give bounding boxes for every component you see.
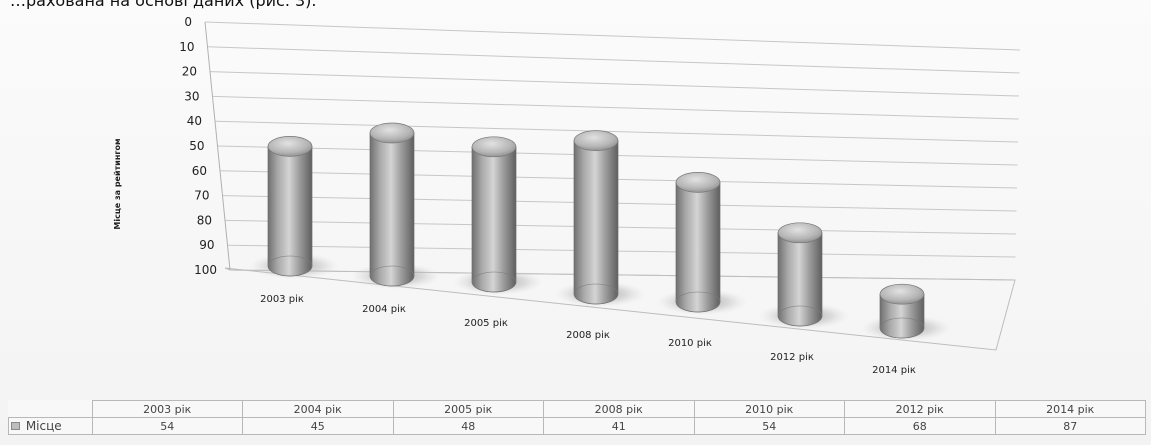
cylinder-bottom [369, 265, 415, 287]
horizontal-gridline [219, 170, 1018, 189]
y-tick-label: 70 [194, 189, 209, 203]
data-table-column-header: 2014 рік [994, 400, 1146, 418]
x-category-label: 2010 рік [668, 337, 712, 349]
horizontal-gridline [204, 21, 1021, 51]
cylinder-bottom [879, 317, 925, 339]
y-tick-label: 0 [184, 15, 192, 29]
data-table-value-cell: 68 [844, 417, 996, 435]
data-table-series-cell: Місце [8, 417, 93, 435]
data-table-value-row: Місце 54 45 48 41 54 68 87 [8, 417, 1146, 435]
document-top-text: …рахована на основі даних (рис. 3). [10, 0, 510, 9]
y-tick-label: 30 [184, 89, 199, 103]
cylinder-top [267, 136, 313, 157]
x-category-label: 2005 рік [464, 317, 508, 329]
y-tick-label: 90 [199, 238, 214, 252]
data-table-value-cell: 87 [994, 417, 1146, 435]
chart-floor [224, 267, 1016, 351]
cylinder-top [471, 136, 517, 158]
cylinder-bottom [267, 255, 313, 277]
data-table-column-header: 2010 рік [693, 400, 845, 418]
horizontal-gridline [227, 244, 1016, 258]
cylinder-top [675, 172, 721, 193]
data-table-column-header: 2008 рік [543, 400, 695, 418]
chart-cylinders [249, 122, 951, 341]
chart-axis: 0 10 20 30 40 50 60 70 80 90 100 2003 рік 2004 рік 20… [179, 15, 916, 376]
cylinder-bar [777, 232, 823, 327]
cylinder-top [369, 122, 415, 144]
y-tick-label: 40 [187, 114, 202, 128]
data-table-value-cell: 41 [543, 417, 695, 435]
x-category-label: 2008 рік [566, 329, 610, 341]
horizontal-gridline [224, 219, 1017, 235]
series-label: Місце [25, 418, 62, 433]
cylinder-bottom [675, 291, 721, 313]
horizontal-gridline [207, 46, 1020, 74]
series-legend-key [11, 422, 20, 430]
data-table-value-cell: 45 [242, 417, 394, 435]
cylinder-top [777, 222, 823, 244]
data-table-column-header: 2004 рік [242, 400, 394, 418]
chart-grid [204, 21, 1021, 351]
chart-data-table: 2003 рік 2004 рік 2005 рік 2008 рік 2010 рік… [8, 400, 1146, 435]
horizontal-gridline [214, 120, 1019, 143]
cylinder-top [573, 130, 619, 151]
cylinder-bar [675, 182, 721, 313]
horizontal-gridline [209, 71, 1020, 97]
cylinder-bottom [777, 305, 823, 327]
data-table-column-header: 2012 рік [844, 400, 996, 418]
data-table-value-cell: 48 [392, 417, 544, 435]
y-tick-label: 100 [194, 263, 217, 277]
y-tick-label: 50 [189, 139, 204, 153]
y-tick-label: 60 [192, 164, 207, 178]
vertical-axis-line [204, 21, 231, 271]
y-tick-label: 80 [197, 213, 212, 227]
cylinder-top [879, 283, 925, 305]
y-tick-label: 10 [179, 40, 194, 54]
cylinder-bottom [573, 283, 619, 305]
x-category-label: 2003 рік [260, 293, 304, 305]
y-tick-label: 20 [182, 65, 197, 79]
data-table-value-cell: 54 [91, 417, 243, 435]
data-table-value-cell: 54 [693, 417, 845, 435]
cylinder-bar [369, 132, 415, 287]
data-table-corner [8, 400, 93, 418]
horizontal-gridline [212, 95, 1019, 120]
data-table-header-row: 2003 рік 2004 рік 2005 рік 2008 рік 2010 рік… [8, 400, 1146, 418]
data-table-column-header: 2005 рік [392, 400, 544, 418]
x-category-label: 2012 рік [770, 351, 814, 363]
x-category-label: 2014 рік [872, 364, 916, 376]
x-category-label: 2004 рік [362, 303, 406, 315]
cylinder-bar [471, 146, 517, 293]
cylinder-bar [573, 140, 619, 305]
y-axis-label: Місце за рейтингом [112, 138, 122, 229]
3d-cylinder-chart: 0 10 20 30 40 50 60 70 80 90 100 2003 рік 2004 рік 20… [112, 15, 1021, 376]
data-table-column-header: 2003 рік [91, 400, 243, 418]
horizontal-gridline [222, 195, 1017, 212]
cylinder-bottom [471, 271, 517, 293]
cylinder-bar [267, 146, 313, 277]
